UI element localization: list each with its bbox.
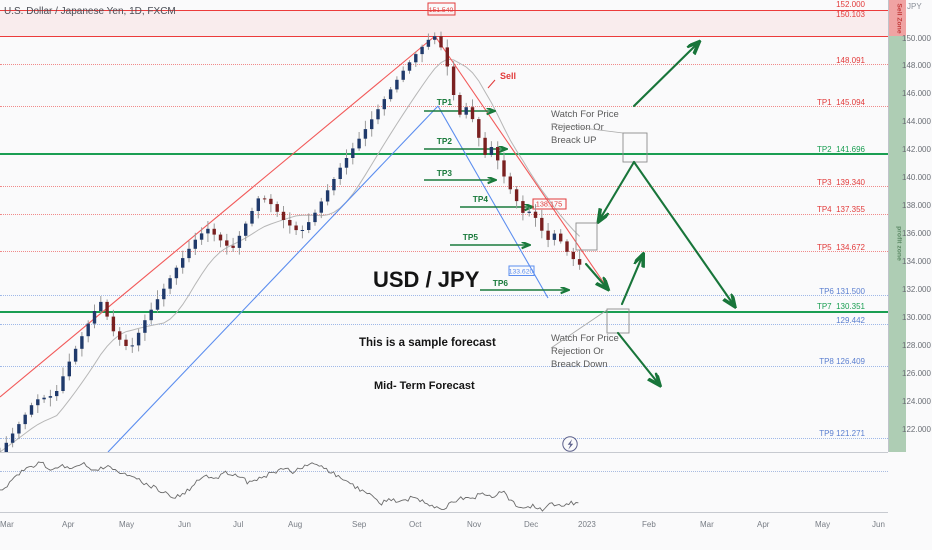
svg-text:151.540: 151.540	[429, 7, 454, 14]
svg-text:TP2: TP2	[437, 136, 453, 146]
svg-text:TP6: TP6	[493, 278, 509, 288]
svg-text:Sell: Sell	[500, 71, 516, 81]
svg-text:TP3: TP3	[437, 168, 453, 178]
svg-text:138.175: 138.175	[536, 200, 562, 209]
svg-text:133.620: 133.620	[509, 268, 534, 275]
svg-text:TP5: TP5	[463, 232, 479, 242]
svg-text:TP1: TP1	[437, 97, 453, 107]
svg-text:TP4: TP4	[473, 194, 489, 204]
